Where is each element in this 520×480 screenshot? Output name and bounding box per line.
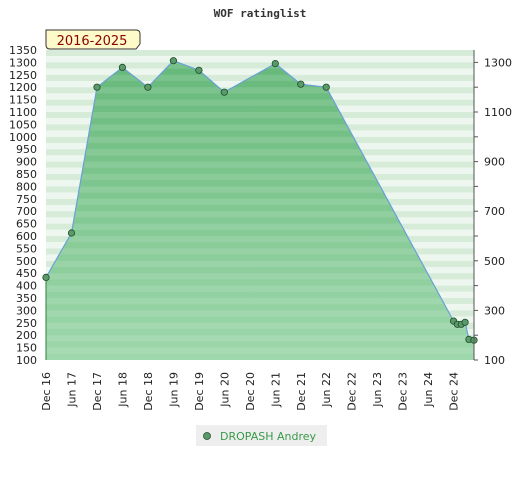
y-tick-left: 550: [16, 242, 37, 255]
chart-title: WOF ratinglist: [214, 7, 307, 20]
y-tick-left: 450: [16, 267, 37, 280]
period-label: 2016-2025: [57, 34, 128, 49]
y-tick-left: 100: [16, 354, 37, 367]
y-tick-right: 500: [484, 255, 505, 268]
y-tick-left: 1300: [9, 56, 37, 69]
series-area-stripes: [46, 60, 474, 360]
y-tick-left: 1150: [9, 94, 37, 107]
x-tick: Dec 17: [91, 372, 104, 411]
data-point: [93, 83, 101, 91]
period-badge-box: [45, 29, 141, 50]
y-tick-left: 1100: [9, 106, 37, 119]
y-tick-left: 150: [16, 342, 37, 355]
period-badge: 2016-2025: [45, 29, 141, 50]
x-tick: Dec 16: [40, 372, 53, 411]
y-tick-left: 500: [16, 255, 37, 268]
y-tick-left: 950: [16, 143, 37, 156]
legend-box: [196, 425, 327, 446]
legend-marker: [203, 432, 211, 440]
y-tick-left: 300: [16, 304, 37, 317]
y-tick-right: 700: [484, 205, 505, 218]
y-tick-right: 300: [484, 304, 505, 317]
data-point: [195, 66, 203, 74]
y-tick-left: 650: [16, 218, 37, 231]
grid-band-dark: [46, 62, 474, 69]
y-tick-right: 900: [484, 156, 505, 169]
y-tick-left: 250: [16, 317, 37, 330]
data-point: [42, 273, 50, 281]
y-tick-left: 350: [16, 292, 37, 305]
grid-band-light: [46, 56, 474, 63]
y-tick-right: 100: [484, 354, 505, 367]
y-tick-left: 600: [16, 230, 37, 243]
x-tick: Dec 21: [295, 372, 308, 411]
x-tick: Dec 19: [193, 372, 206, 411]
data-point: [220, 88, 228, 96]
y-tick-left: 200: [16, 329, 37, 342]
y-tick-left: 1050: [9, 118, 37, 131]
y-tick-left: 900: [16, 156, 37, 169]
x-tick: Dec 18: [142, 372, 155, 411]
x-tick: Jun 24: [422, 372, 435, 408]
data-point: [461, 318, 469, 326]
x-tick: Jun 17: [65, 372, 78, 408]
x-tick: Jun 18: [116, 372, 129, 408]
legend-label: DROPASH Andrey: [220, 430, 317, 443]
data-point: [322, 83, 330, 91]
grid-band-dark: [46, 50, 474, 57]
data-point: [144, 83, 152, 91]
x-tick: Jun 20: [218, 372, 231, 408]
x-tick: Jun 22: [320, 372, 333, 408]
x-tick: Dec 24: [448, 372, 461, 411]
y-tick-left: 1200: [9, 81, 37, 94]
y-tick-left: 1000: [9, 131, 37, 144]
x-tick: Dec 22: [346, 372, 359, 411]
x-tick: Dec 23: [397, 372, 410, 411]
y-tick-right: 1300: [484, 56, 512, 69]
y-tick-right: 1100: [484, 106, 512, 119]
x-tick: Jun 19: [167, 372, 180, 408]
y-tick-left: 1350: [9, 44, 37, 57]
y-tick-left: 700: [16, 205, 37, 218]
y-tick-left: 800: [16, 180, 37, 193]
data-point: [67, 229, 76, 237]
y-tick-left: 850: [16, 168, 37, 181]
data-point: [169, 57, 177, 65]
y-tick-left: 750: [16, 193, 37, 206]
y-tick-left: 1250: [9, 69, 37, 82]
x-tick: Dec 20: [244, 372, 257, 411]
data-point: [118, 63, 127, 72]
data-point: [271, 59, 279, 68]
x-tick: Jun 21: [269, 372, 282, 408]
legend: DROPASH Andrey: [196, 425, 327, 446]
data-point: [297, 80, 305, 88]
x-tick: Jun 23: [371, 372, 384, 408]
y-tick-left: 400: [16, 280, 37, 293]
